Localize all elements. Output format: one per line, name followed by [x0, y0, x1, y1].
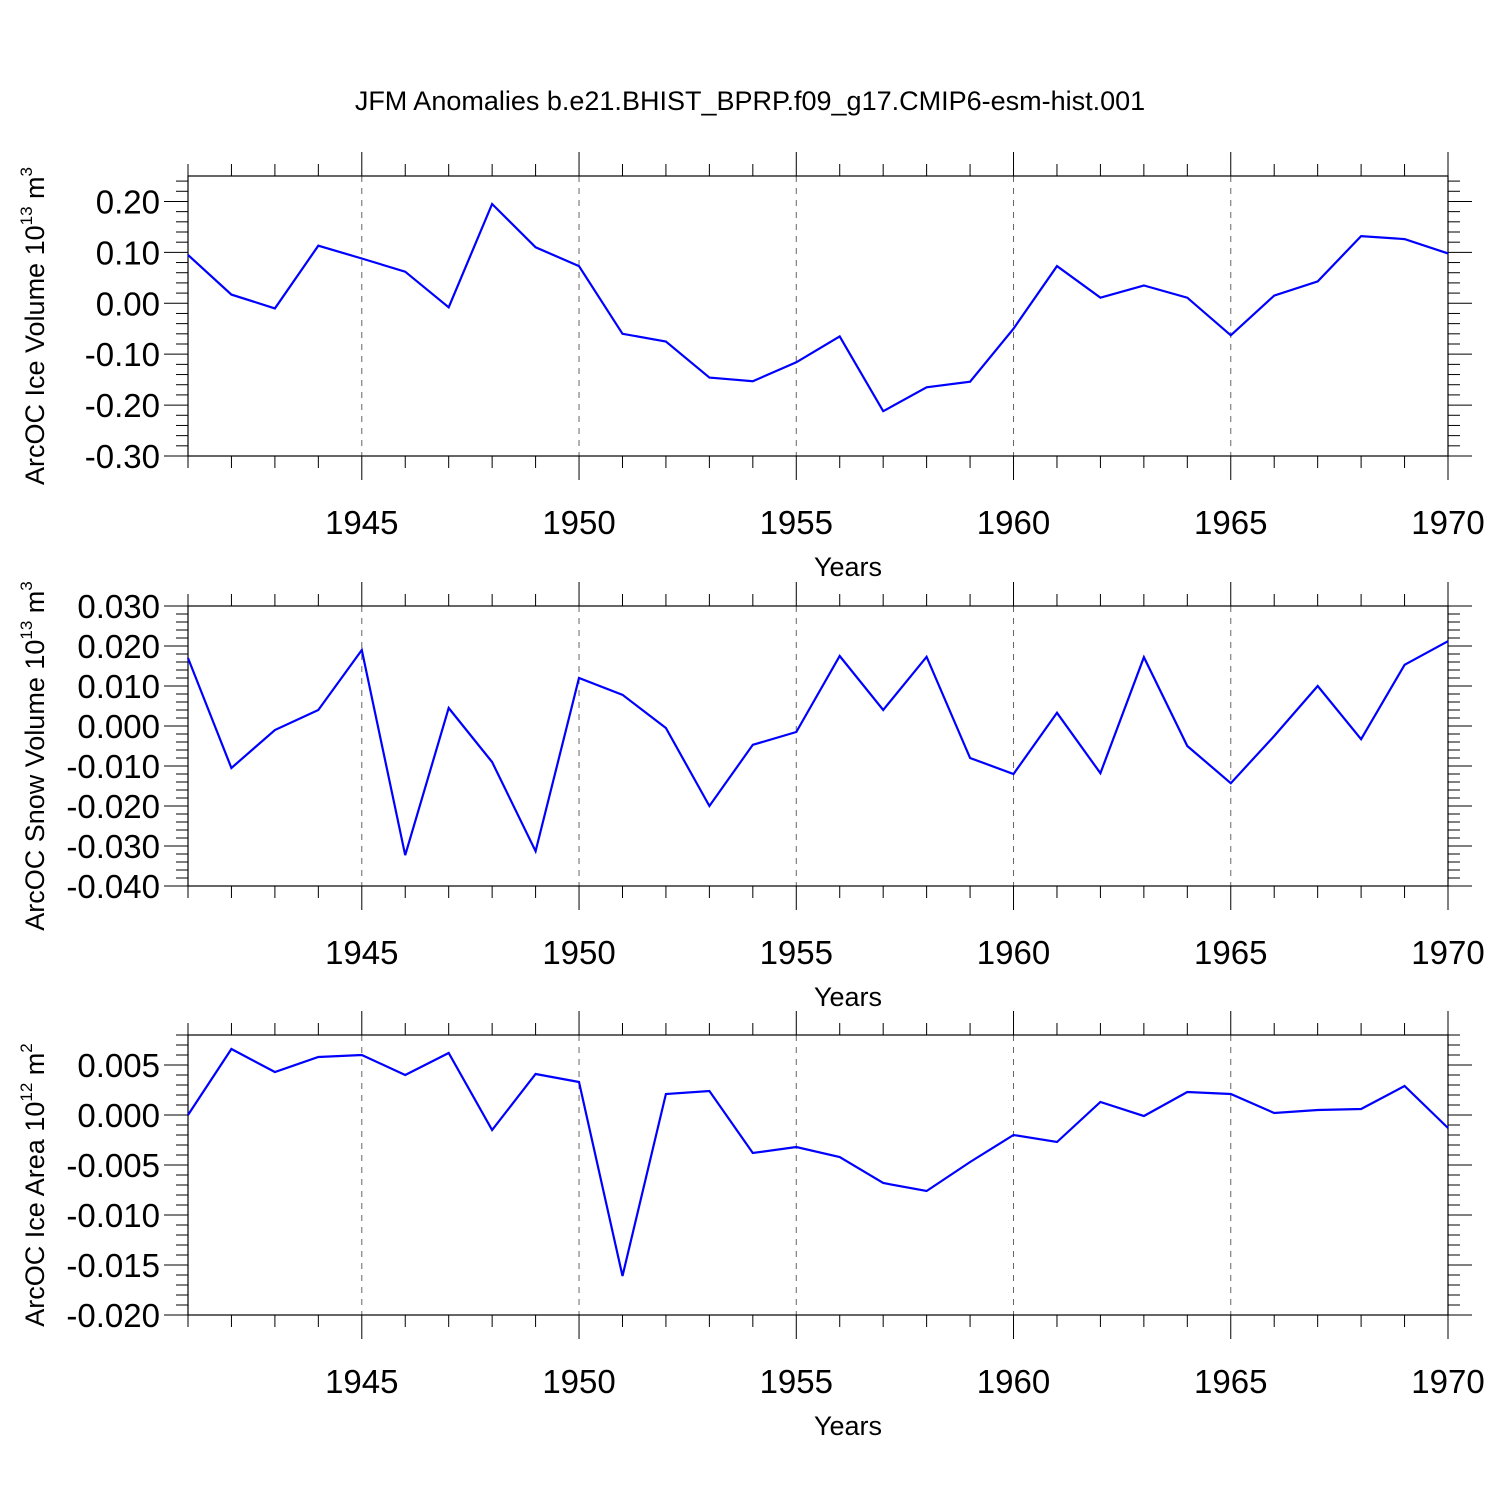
y-label-unit-exponent: 2 — [17, 1043, 36, 1052]
y-tick-label: 0.20 — [96, 183, 160, 220]
y-tick-label: -0.010 — [66, 1197, 160, 1234]
y-tick-label: 0.020 — [77, 628, 160, 665]
x-tick-label: 1945 — [325, 934, 398, 971]
y-label-unit: m — [20, 176, 50, 206]
y-label-unit: m — [20, 591, 50, 621]
y-label-exponent: 13 — [17, 621, 36, 640]
x-tick-label: 1945 — [325, 504, 398, 541]
panel-1: -0.30 -0.20 -0.10 0.00 0.10 0.20 1945 1950 1955 1… — [17, 152, 1485, 582]
y-tick-label: 0.010 — [77, 668, 160, 705]
y-tick-label: 0.00 — [96, 285, 160, 322]
y-label-text: ArcOC Ice Area 10 — [20, 1102, 50, 1327]
y-tick-label: 0.10 — [96, 234, 160, 271]
x-tick-label: 1950 — [542, 504, 615, 541]
y-label-text: ArcOC Ice Volume 10 — [20, 225, 50, 485]
y-tick-label: -0.040 — [66, 868, 160, 905]
x-tick-label: 1945 — [325, 1363, 398, 1400]
y-axis-label: ArcOC Snow Volume 1013 m3 — [17, 581, 50, 931]
y-tick-label: -0.005 — [66, 1147, 160, 1184]
x-tick-label: 1955 — [760, 934, 833, 971]
plot-frame — [187, 175, 1449, 457]
panel-3: -0.020 -0.015 -0.010 -0.005 0.000 0.005 1945 19… — [17, 1011, 1485, 1441]
x-tick-label: 1965 — [1194, 1363, 1267, 1400]
plot-frame — [187, 605, 1449, 887]
y-label-unit-exponent: 3 — [17, 581, 36, 590]
main-title: JFM Anomalies b.e21.BHIST_BPRP.f09_g17.C… — [355, 86, 1145, 116]
y-tick-label: 0.005 — [77, 1047, 160, 1084]
y-label-unit-exponent: 3 — [17, 167, 36, 176]
y-tick-label: -0.020 — [66, 788, 160, 825]
y-label-exponent: 13 — [17, 206, 36, 225]
y-tick-label: -0.020 — [66, 1297, 160, 1334]
y-label-exponent: 12 — [17, 1083, 36, 1102]
x-axis-label: Years — [814, 1411, 882, 1441]
x-axis-label: Years — [814, 982, 882, 1012]
x-tick-label: 1950 — [542, 934, 615, 971]
y-tick-label: -0.10 — [85, 336, 160, 373]
series-line — [187, 202, 1449, 413]
x-tick-label: 1970 — [1411, 1363, 1484, 1400]
x-tick-label: 1965 — [1194, 504, 1267, 541]
x-tick-label: 1955 — [760, 1363, 833, 1400]
x-axis-label: Years — [814, 552, 882, 582]
y-tick-label: -0.015 — [66, 1247, 160, 1284]
plot-frame — [187, 1034, 1449, 1316]
y-tick-label: 0.030 — [77, 588, 160, 625]
y-tick-label: -0.010 — [66, 748, 160, 785]
y-label-unit: m — [20, 1053, 50, 1083]
x-tick-label: 1970 — [1411, 504, 1484, 541]
y-tick-label: -0.20 — [85, 387, 160, 424]
panel-2: -0.040-0.030-0.020-0.0100.0000.0100.0200… — [17, 581, 1485, 1012]
x-tick-label: 1950 — [542, 1363, 615, 1400]
x-tick-label: 1960 — [977, 1363, 1050, 1400]
series-line — [187, 1047, 1449, 1277]
y-tick-label: -0.30 — [85, 438, 160, 475]
x-tick-label: 1955 — [760, 504, 833, 541]
x-tick-label: 1965 — [1194, 934, 1267, 971]
series-line — [186, 640, 1449, 856]
x-tick-label: 1960 — [977, 504, 1050, 541]
y-tick-label: 0.000 — [77, 1097, 160, 1134]
x-tick-label: 1970 — [1411, 934, 1484, 971]
x-tick-label: 1960 — [977, 934, 1050, 971]
y-tick-label: -0.030 — [66, 828, 160, 865]
y-axis-label: ArcOC Ice Volume 1013 m3 — [17, 167, 50, 485]
y-axis-label: ArcOC Ice Area 1012 m2 — [17, 1043, 50, 1327]
y-label-text: ArcOC Snow Volume 10 — [20, 640, 50, 931]
y-tick-label: 0.000 — [77, 708, 160, 745]
